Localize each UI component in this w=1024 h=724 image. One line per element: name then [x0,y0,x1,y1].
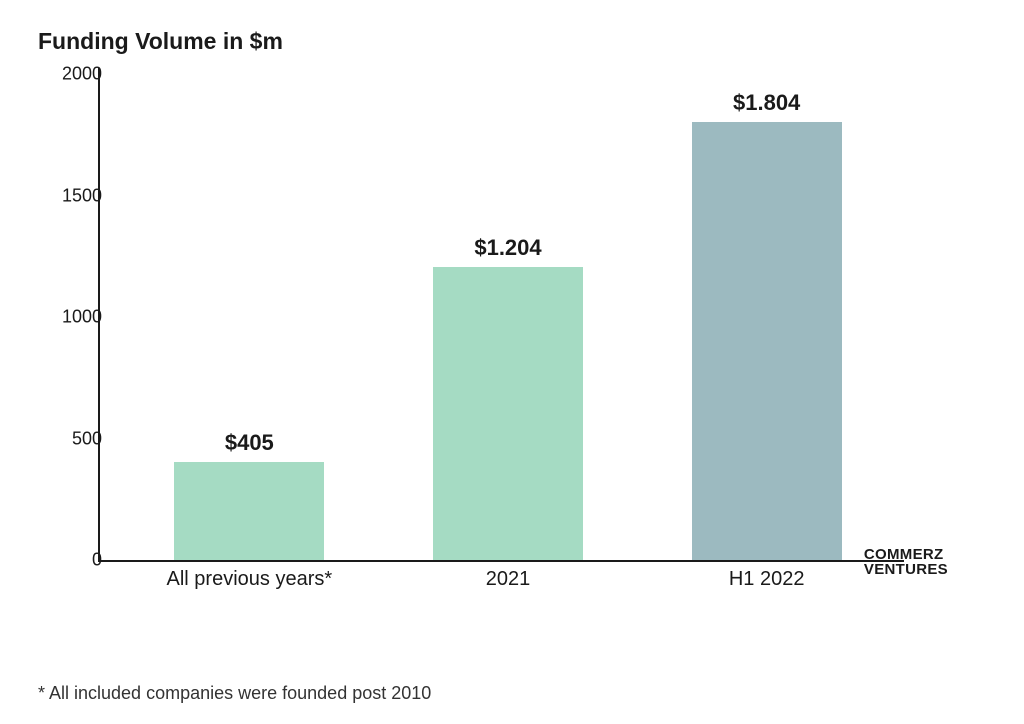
bar-value-label: $1.204 [474,235,541,261]
logo-line-2: VENTURES [864,562,948,578]
x-tick-label: H1 2022 [729,568,805,591]
x-axis-line [98,560,904,562]
bar-value-label: $405 [225,430,274,456]
bar-value-label: $1.804 [733,90,800,116]
x-tick-label: All previous years* [167,568,333,591]
bar [174,462,324,560]
chart-card: Funding Volume in $m COMMERZ VENTURES 05… [28,20,996,660]
y-tick-label: 1500 [62,185,102,206]
bar [433,267,583,560]
footnote-text: * All included companies were founded po… [38,683,431,704]
y-axis-line [98,68,100,560]
x-tick-label: 2021 [486,568,531,591]
y-tick-label: 1000 [62,307,102,328]
chart-title: Funding Volume in $m [38,28,283,55]
bar [692,122,842,560]
plot-area [120,74,896,560]
y-tick-label: 2000 [62,64,102,85]
brand-logo: COMMERZ VENTURES [864,547,948,579]
